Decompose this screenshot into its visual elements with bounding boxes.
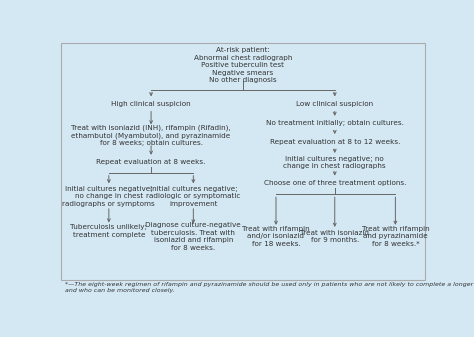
Text: At-risk patient:
Abnormal chest radiograph
Positive tuberculin test
Negative sme: At-risk patient: Abnormal chest radiogra…	[194, 47, 292, 83]
Text: Treat with rifampin
and pyrazinamide
for 8 weeks.*: Treat with rifampin and pyrazinamide for…	[362, 226, 429, 247]
Text: Treat with rifampin
and/or isoniazid
for 18 weeks.: Treat with rifampin and/or isoniazid for…	[242, 226, 310, 247]
Text: Diagnose culture-negative
tuberculosis. Treat with
isoniazid and rifampin
for 8 : Diagnose culture-negative tuberculosis. …	[146, 222, 241, 251]
Text: Initial cultures negative;
radiologic or symptomatic
improvement: Initial cultures negative; radiologic or…	[146, 186, 240, 207]
Text: Repeat evaluation at 8 weeks.: Repeat evaluation at 8 weeks.	[96, 159, 206, 165]
Text: Low clinical suspicion: Low clinical suspicion	[296, 101, 374, 107]
Text: Initial cultures negative; no
change in chest radiographs: Initial cultures negative; no change in …	[283, 156, 386, 169]
Text: Tuberculosis unlikely;
treatment complete: Tuberculosis unlikely; treatment complet…	[71, 224, 147, 238]
Text: Choose one of three treatment options.: Choose one of three treatment options.	[264, 180, 406, 186]
Text: Treat with isoniazid (INH), rifampin (Rifadin),
ethambutol (Myambutol), and pyra: Treat with isoniazid (INH), rifampin (Ri…	[71, 124, 231, 146]
Text: Treat with isoniazid
for 9 months.: Treat with isoniazid for 9 months.	[300, 229, 369, 243]
Text: No treatment initially; obtain cultures.: No treatment initially; obtain cultures.	[266, 120, 404, 126]
Text: High clinical suspicion: High clinical suspicion	[111, 101, 191, 107]
Text: Initial cultures negative;
no change in chest
radiographs or symptoms: Initial cultures negative; no change in …	[63, 186, 155, 207]
Text: *—The eight-week regimen of rifampin and pyrazinamide should be used only in pat: *—The eight-week regimen of rifampin and…	[65, 282, 474, 294]
Text: Repeat evaluation at 8 to 12 weeks.: Repeat evaluation at 8 to 12 weeks.	[270, 139, 400, 145]
